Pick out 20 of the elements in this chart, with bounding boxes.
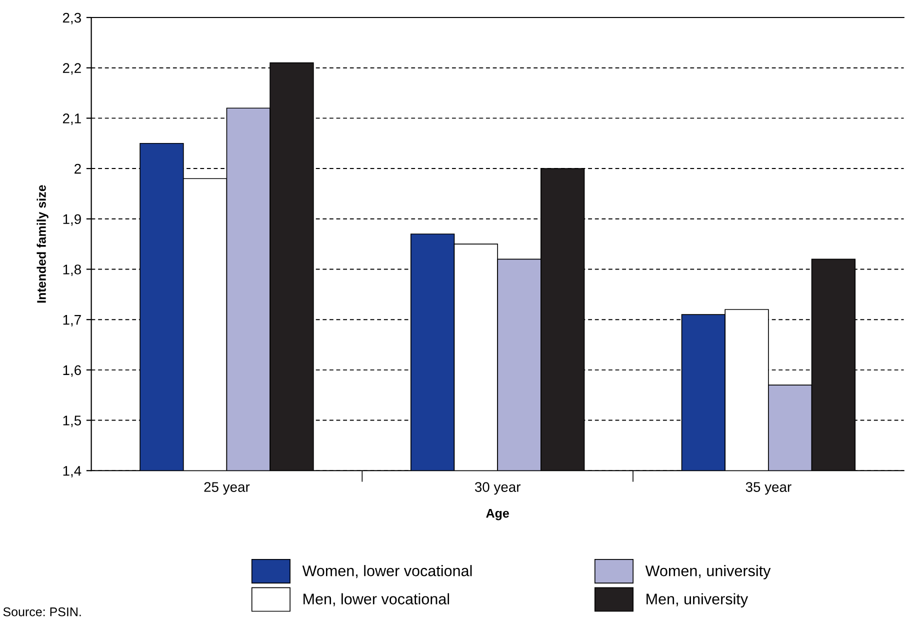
y-tick-label: 2 bbox=[74, 164, 81, 174]
y-tick-label: 2,1 bbox=[62, 114, 81, 126]
x-axis-title: Age bbox=[486, 508, 509, 520]
legend-label: Women, university bbox=[645, 565, 771, 580]
y-tick-label: 2,3 bbox=[62, 12, 81, 24]
legend-label: Men, university bbox=[646, 593, 748, 608]
source-note: Source: PSIN. bbox=[3, 607, 81, 616]
legend-label: Men, lower vocational bbox=[304, 593, 450, 606]
x-tick-label: 30 year bbox=[474, 482, 521, 495]
y-tick-label: 1,7 bbox=[63, 315, 81, 326]
y-tick-label: 1,9 bbox=[63, 214, 81, 226]
y-tick-label: 2,2 bbox=[62, 63, 81, 75]
y-axis-title: Intended family size bbox=[36, 185, 48, 303]
y-tick-label: 1,5 bbox=[63, 416, 81, 428]
y-tick-label: 1,6 bbox=[63, 365, 81, 377]
y-tick-label: 1,4 bbox=[63, 466, 82, 478]
y-tick-label: 1,8 bbox=[63, 264, 81, 276]
legend-label: Women, lower vocational bbox=[302, 565, 472, 578]
x-tick-label: 35 year bbox=[746, 482, 792, 495]
x-tick-label: 25 year bbox=[204, 482, 250, 495]
